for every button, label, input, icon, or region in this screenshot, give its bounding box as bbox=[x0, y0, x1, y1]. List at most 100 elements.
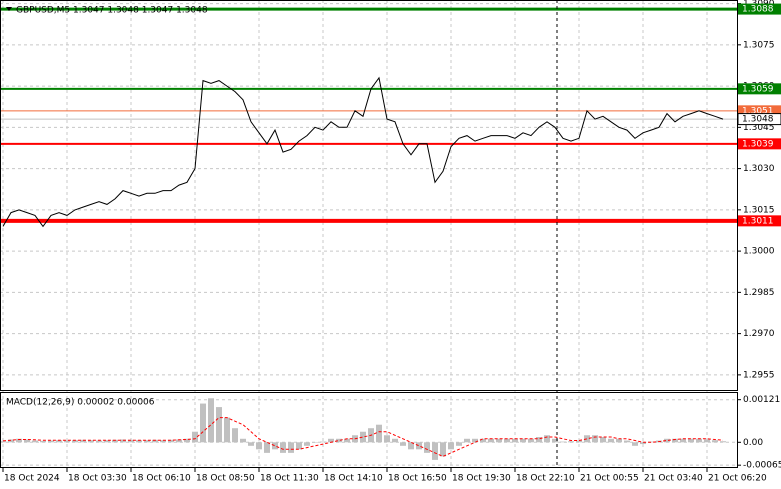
macd-bar bbox=[680, 438, 686, 443]
macd-bar bbox=[672, 438, 678, 443]
macd-bar bbox=[296, 442, 302, 450]
macd-bar bbox=[216, 407, 222, 443]
macd-bar bbox=[496, 438, 502, 443]
macd-bar bbox=[32, 440, 38, 443]
y-tick-label: 0.00121 bbox=[743, 395, 780, 405]
macd-bar bbox=[512, 438, 518, 443]
last-price-box bbox=[737, 113, 781, 126]
level-label: 1.3088 bbox=[742, 5, 774, 15]
x-tick-label: 18 Oct 06:10 bbox=[132, 474, 191, 484]
macd-bar bbox=[328, 438, 334, 443]
macd-bar bbox=[264, 442, 270, 453]
macd-bar bbox=[360, 431, 366, 443]
macd-bar bbox=[616, 438, 622, 443]
macd-bar bbox=[552, 438, 558, 443]
x-tick-label: 21 Oct 03:40 bbox=[644, 474, 703, 484]
macd-bar bbox=[528, 438, 534, 443]
macd-bar bbox=[136, 440, 142, 443]
macd-bar bbox=[400, 442, 406, 446]
macd-bar bbox=[184, 438, 190, 443]
x-tick-label: 18 Oct 14:10 bbox=[324, 474, 383, 484]
y-tick-label: 1.3030 bbox=[743, 164, 775, 174]
macd-bar bbox=[720, 441, 726, 443]
macd-bar bbox=[712, 440, 718, 443]
macd-bar bbox=[432, 442, 438, 460]
macd-bar bbox=[584, 435, 590, 443]
macd-bar bbox=[112, 439, 118, 443]
macd-bar bbox=[272, 442, 278, 450]
macd-bar bbox=[560, 441, 566, 443]
macd-bar bbox=[320, 441, 326, 443]
macd-bar bbox=[240, 438, 246, 443]
macd-bar bbox=[128, 439, 134, 443]
macd-bar bbox=[568, 441, 574, 443]
last-price-label: 1.3048 bbox=[742, 115, 774, 125]
level-label-box bbox=[738, 3, 781, 15]
x-tick-label: 18 Oct 08:50 bbox=[196, 474, 255, 484]
macd-bar bbox=[472, 438, 478, 443]
macd-bar bbox=[384, 435, 390, 443]
macd-bar bbox=[80, 439, 86, 443]
level-label-box bbox=[738, 215, 781, 227]
level-label-box bbox=[738, 105, 781, 117]
macd-bar bbox=[288, 442, 294, 453]
x-tick-label: 18 Oct 03:30 bbox=[68, 474, 127, 484]
signal-line bbox=[2, 417, 724, 457]
menu-triangle[interactable] bbox=[6, 7, 12, 11]
level-label: 1.3051 bbox=[742, 106, 774, 116]
y-tick-label: 1.3045 bbox=[743, 123, 775, 133]
x-tick-label: 18 Oct 11:30 bbox=[260, 474, 319, 484]
macd-bar bbox=[144, 440, 150, 443]
macd-bar bbox=[208, 398, 214, 443]
y-tick-label: -0.00065 bbox=[743, 461, 781, 471]
macd-bar bbox=[464, 438, 470, 443]
y-tick-label: 1.3075 bbox=[743, 40, 775, 50]
macd-bar bbox=[104, 440, 110, 443]
macd-bar bbox=[72, 440, 78, 443]
macd-bar bbox=[304, 442, 310, 446]
macd-bar bbox=[376, 424, 382, 443]
macd-bar bbox=[152, 439, 158, 443]
macd-bar bbox=[600, 437, 606, 443]
macd-bar bbox=[0, 441, 6, 443]
level-label-box bbox=[738, 138, 781, 150]
macd-bar bbox=[688, 438, 694, 443]
macd-bar bbox=[336, 438, 342, 443]
macd-bar bbox=[160, 440, 166, 443]
macd-bar bbox=[176, 439, 182, 443]
macd-bar bbox=[96, 440, 102, 443]
macd-bar bbox=[48, 440, 54, 443]
y-tick-label: 1.2985 bbox=[743, 288, 775, 298]
level-label: 1.3039 bbox=[742, 139, 774, 149]
price-line bbox=[2, 76, 724, 228]
level-label-box bbox=[738, 83, 781, 95]
macd-bar bbox=[448, 442, 454, 450]
macd-bar bbox=[24, 439, 30, 443]
macd-bar bbox=[592, 435, 598, 443]
macd-bar bbox=[704, 439, 710, 443]
macd-bar bbox=[408, 442, 414, 450]
y-tick-label: 1.2970 bbox=[743, 329, 775, 339]
y-tick-label: 1.3000 bbox=[743, 247, 775, 257]
macd-bar bbox=[664, 438, 670, 443]
level-label: 1.3011 bbox=[742, 216, 774, 226]
macd-bar bbox=[56, 440, 62, 443]
main-panel-border bbox=[0, 0, 738, 391]
x-tick-label: 18 Oct 16:50 bbox=[388, 474, 447, 484]
macd-bar bbox=[632, 442, 638, 446]
macd-bar bbox=[232, 428, 238, 443]
macd-bar bbox=[256, 442, 262, 450]
x-tick-label: 21 Oct 06:20 bbox=[708, 474, 767, 484]
macd-bar bbox=[88, 440, 94, 443]
macd-bar bbox=[200, 403, 206, 443]
macd-bar bbox=[392, 438, 398, 443]
macd-bar bbox=[416, 442, 422, 450]
y-tick-label: 1.3015 bbox=[743, 205, 775, 215]
macd-bar bbox=[576, 440, 582, 443]
macd-title: MACD(12,26,9) 0.00002 0.00006 bbox=[6, 398, 155, 408]
x-tick-label: 21 Oct 00:55 bbox=[580, 474, 639, 484]
chart-title: GBPUSD,M5 1.3047 1.3048 1.3047 1.3048 bbox=[16, 6, 208, 16]
